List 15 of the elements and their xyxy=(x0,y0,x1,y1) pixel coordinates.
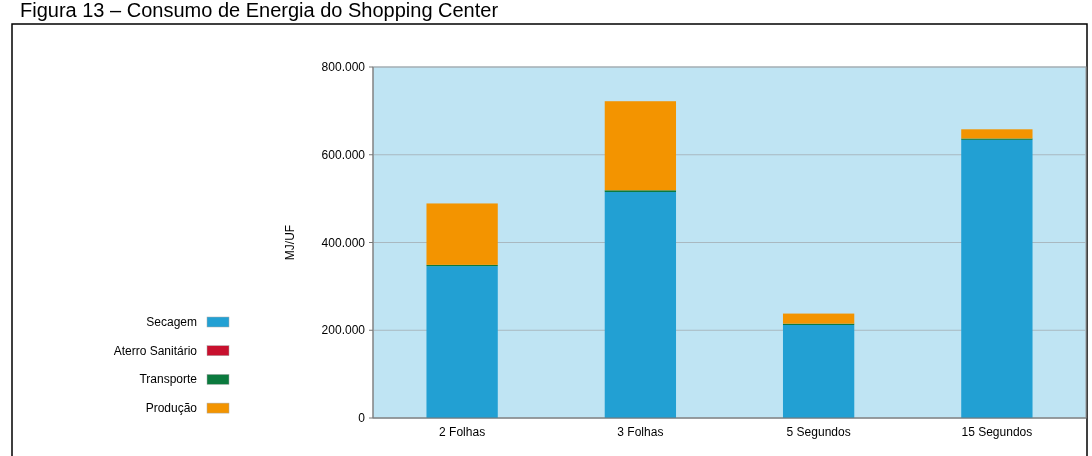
legend-label: Secagem xyxy=(146,315,197,329)
y-tick-label: 400.000 xyxy=(321,235,366,250)
y-tick-label: 200.000 xyxy=(321,323,366,338)
legend-label: Produção xyxy=(145,401,198,416)
x-tick-label: 2 Folhas xyxy=(439,425,486,439)
x-tick-label: 3 Folhas xyxy=(617,425,664,439)
chart-title: Figura 13 – Consumo de Energia do Shopping Center xyxy=(20,0,499,21)
legend-label: Aterro Sanitário xyxy=(113,343,198,358)
y-tick-label: 0 xyxy=(358,411,366,425)
legend-label: Transporte xyxy=(139,372,198,387)
y-tick-label: 600.000 xyxy=(321,147,366,162)
y-axis-title: MJ/UF xyxy=(283,224,297,261)
y-tick-label: 800.000 xyxy=(321,60,366,74)
x-tick-label: 5 Segundos xyxy=(786,425,851,439)
x-tick-label: 15 Segundos xyxy=(961,425,1033,439)
